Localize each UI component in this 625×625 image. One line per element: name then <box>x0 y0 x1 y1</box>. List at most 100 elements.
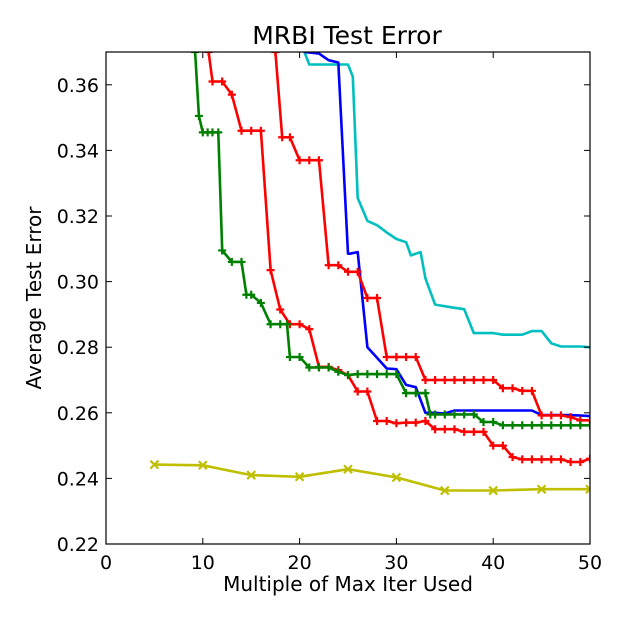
data-point-marker <box>324 363 333 372</box>
y-tick-label: 0.24 <box>57 468 99 490</box>
series-line <box>207 52 590 464</box>
data-point-marker <box>440 376 449 384</box>
data-point-marker <box>556 421 565 430</box>
data-point-marker <box>283 320 292 329</box>
data-point-marker <box>218 77 227 86</box>
chart-title: MRBI Test Error <box>252 21 442 50</box>
data-point-marker <box>276 320 285 329</box>
data-point-marker <box>198 460 208 471</box>
data-point-marker <box>440 410 449 419</box>
y-tick-label: 0.22 <box>57 534 99 556</box>
data-point-marker <box>324 261 333 270</box>
data-point-marker <box>411 353 420 362</box>
data-point-marker <box>585 484 590 495</box>
data-point-marker <box>363 294 372 302</box>
data-point-marker <box>547 455 556 464</box>
data-point-marker <box>363 370 372 379</box>
data-point-marker <box>402 389 411 398</box>
data-point-marker <box>547 421 556 430</box>
data-point-marker <box>576 421 585 430</box>
data-point-marker <box>488 485 498 496</box>
data-point-marker <box>373 294 382 302</box>
data-point-marker <box>508 453 517 462</box>
data-point-marker <box>227 90 236 99</box>
y-axis-label: Average Test Error <box>22 206 46 390</box>
data-point-marker <box>334 367 343 376</box>
y-tick-label: 0.30 <box>57 272 99 294</box>
data-point-marker <box>373 417 382 425</box>
data-point-marker <box>237 126 246 135</box>
data-point-marker <box>392 370 401 379</box>
data-point-marker <box>353 267 362 276</box>
data-point-marker <box>450 410 459 419</box>
series-5 <box>191 52 590 430</box>
data-point-marker <box>489 376 498 384</box>
data-point-marker <box>149 459 160 470</box>
data-point-marker <box>450 376 459 384</box>
data-point-marker <box>402 418 411 427</box>
series-line <box>303 52 590 349</box>
data-point-marker <box>469 427 478 436</box>
data-point-marker <box>421 417 430 425</box>
data-point-marker <box>194 111 203 120</box>
x-tick-label: 0 <box>100 552 112 574</box>
data-point-marker <box>214 128 223 137</box>
data-point-marker <box>285 353 294 362</box>
ticks-layer: 0 10 20 30 40 50 0.22 0.24 0.26 0.28 0.30 0.32 0.34 0… <box>57 52 602 574</box>
data-point-marker <box>247 290 256 299</box>
data-point-marker <box>460 427 469 436</box>
data-point-marker <box>556 411 565 420</box>
x-tick-label: 10 <box>191 552 215 574</box>
data-point-marker <box>440 425 449 434</box>
data-point-marker <box>547 411 556 420</box>
data-point-marker <box>566 421 575 430</box>
data-point-marker <box>586 416 590 425</box>
data-point-marker <box>537 455 546 464</box>
series-line <box>154 463 590 492</box>
data-point-marker <box>271 52 280 56</box>
data-point-marker <box>586 421 590 430</box>
data-point-marker <box>285 133 294 142</box>
y-tick-label: 0.34 <box>57 140 99 162</box>
y-tick-label: 0.26 <box>57 403 99 425</box>
x-tick-label: 50 <box>578 552 602 574</box>
data-point-marker <box>421 376 430 384</box>
data-point-marker <box>576 458 585 466</box>
data-point-marker <box>440 485 450 496</box>
data-point-marker <box>402 353 411 362</box>
data-point-marker <box>295 156 304 165</box>
data-point-marker <box>527 386 536 395</box>
x-tick-label: 40 <box>481 552 505 574</box>
plot-frame <box>105 51 591 545</box>
data-point-marker <box>479 376 488 384</box>
data-point-marker <box>431 410 440 419</box>
data-point-marker <box>237 257 246 266</box>
data-point-marker <box>344 371 352 380</box>
series-line <box>274 52 590 422</box>
data-point-marker <box>566 413 575 422</box>
data-point-marker <box>508 384 517 393</box>
data-point-marker <box>382 353 391 362</box>
data-point-marker <box>431 376 440 384</box>
data-point-marker <box>469 410 478 419</box>
series-layer <box>149 52 590 496</box>
data-point-marker <box>305 325 314 334</box>
data-point-marker <box>246 470 256 480</box>
data-point-marker <box>208 77 217 86</box>
data-point-marker <box>353 370 362 379</box>
x-tick-label: 20 <box>288 552 312 574</box>
data-point-marker <box>392 419 401 428</box>
data-point-marker <box>314 363 323 372</box>
data-point-marker <box>382 370 391 379</box>
data-point-marker <box>536 484 547 495</box>
data-point-marker <box>363 387 372 396</box>
data-point-marker <box>344 267 352 276</box>
data-point-marker <box>276 305 285 314</box>
x-tick-label: 30 <box>384 552 408 574</box>
data-point-marker <box>266 266 275 275</box>
data-point-marker <box>518 421 527 430</box>
data-point-marker <box>489 417 498 426</box>
data-point-marker <box>469 376 478 384</box>
data-point-marker <box>586 454 590 463</box>
data-point-marker <box>537 421 546 430</box>
